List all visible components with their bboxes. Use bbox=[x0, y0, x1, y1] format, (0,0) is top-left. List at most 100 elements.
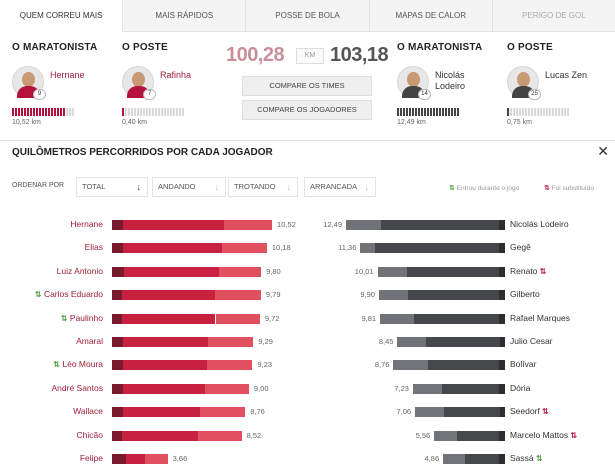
player-name-text: Nicolás Lodeiro bbox=[510, 219, 569, 229]
player-name-text: Dória bbox=[510, 382, 531, 393]
bar-segment bbox=[112, 243, 123, 254]
distance-value-left: 3,66 bbox=[172, 454, 188, 463]
player-name-left[interactable]: Luiz Antonio bbox=[57, 266, 103, 276]
distance-meter bbox=[397, 108, 461, 116]
bar-segment bbox=[123, 337, 209, 347]
sort-andando-button[interactable]: ANDANDO ↓ bbox=[152, 177, 226, 197]
meter-tick bbox=[125, 108, 127, 116]
bar-segment bbox=[112, 337, 124, 347]
team-left-total-km: 100,28 bbox=[226, 44, 285, 66]
player-name-left[interactable]: Felipe bbox=[80, 453, 103, 463]
meter-tick bbox=[522, 108, 524, 116]
tab-mapas-de-calor[interactable]: MAPAS DE CALOR bbox=[370, 0, 493, 31]
player-name-left[interactable]: ⇅ Paulinho bbox=[61, 313, 103, 323]
bar-segment bbox=[498, 220, 505, 230]
tab-perigo-de-gol[interactable]: PERIGO DE GOL bbox=[522, 11, 586, 20]
tab-mais-rapidos[interactable]: MAIS RÁPIDOS bbox=[123, 0, 247, 31]
compare-teams-button[interactable]: COMPARE OS TIMES bbox=[242, 76, 372, 96]
bar-segment bbox=[112, 360, 124, 371]
meter-tick bbox=[430, 108, 432, 116]
player-name-right[interactable]: Gilberto bbox=[510, 289, 540, 299]
bar-segment bbox=[112, 313, 123, 324]
bar-segment bbox=[456, 430, 500, 441]
player-name-right[interactable]: Julio Cesar bbox=[510, 336, 553, 346]
player-name-right[interactable]: Nicolás Lodeiro bbox=[510, 219, 569, 229]
close-icon[interactable]: ✕ bbox=[597, 143, 609, 159]
bar-segment bbox=[122, 313, 216, 324]
meter-tick bbox=[540, 108, 542, 116]
tab-quem-correu-mais[interactable]: QUEM CORREU MAIS bbox=[0, 0, 124, 33]
player-name-text: Elias bbox=[84, 242, 103, 253]
distance-value-left: 9,00 bbox=[253, 383, 269, 393]
table-row: Wallace 8,76 7,06 Seedorf ⇅ bbox=[0, 400, 615, 424]
player-name-left[interactable]: Chicão bbox=[77, 430, 103, 440]
compare-players-button[interactable]: COMPARE OS JOGADORES bbox=[242, 100, 372, 120]
player-name-text: Felipe bbox=[79, 453, 103, 463]
player-name[interactable]: Nicolás Lodeiro bbox=[435, 70, 465, 92]
meter-tick bbox=[12, 108, 14, 116]
tab-posse-de-bola[interactable]: POSSE DE BOLA bbox=[246, 0, 370, 31]
table-row: Hernane 10,52 12,49 Nicolás Lodeiro bbox=[0, 213, 615, 237]
legend-entered-label: Entrou durante o jogo bbox=[456, 185, 520, 192]
player-name-text: Julio Cesar bbox=[510, 336, 553, 346]
player-name-right[interactable]: Marcelo Mattos ⇅ bbox=[510, 430, 577, 440]
distance-value-right: 7,23 bbox=[394, 383, 409, 393]
bar-segment bbox=[112, 383, 123, 394]
bar-segment bbox=[123, 220, 224, 230]
player-name-left[interactable]: Elias bbox=[85, 242, 103, 252]
distance-value-right: 9,81 bbox=[361, 313, 377, 323]
player-name[interactable]: Lucas Zen bbox=[545, 70, 587, 81]
meter-tick bbox=[409, 108, 411, 116]
player-name-right[interactable]: Bolívar bbox=[510, 359, 536, 369]
distance-bar-left bbox=[112, 337, 254, 347]
distance-bar-right bbox=[415, 407, 505, 418]
bar-segment bbox=[360, 243, 375, 254]
shirt-number-badge: 7 bbox=[143, 89, 156, 100]
sort-total-button[interactable]: TOTAL ↓ bbox=[76, 177, 148, 197]
bar-segment bbox=[443, 407, 500, 418]
player-name[interactable]: Rafinha bbox=[160, 70, 191, 81]
distance-bar-left bbox=[112, 313, 260, 324]
player-name-right[interactable]: Rafael Marques bbox=[510, 313, 570, 323]
distance-value-left: 10,52 bbox=[277, 220, 296, 229]
meter-tick bbox=[561, 108, 563, 116]
sort-arrancada-button[interactable]: ARRANCADA ↓ bbox=[304, 177, 376, 197]
distance-bar-right bbox=[397, 337, 505, 347]
bar-segment bbox=[397, 337, 427, 347]
player-name-left[interactable]: Amaral bbox=[76, 336, 103, 346]
player-name-right[interactable]: Gegê bbox=[510, 242, 531, 252]
player-name-left[interactable]: ⇅ Léo Moura bbox=[53, 359, 103, 369]
player-name-left[interactable]: André Santos bbox=[51, 383, 103, 393]
player-name[interactable]: Hernane bbox=[50, 70, 85, 81]
arrow-down-icon: ↓ bbox=[136, 182, 142, 192]
meter-tick bbox=[418, 108, 420, 116]
meter-tick bbox=[403, 108, 405, 116]
meter-tick bbox=[424, 108, 426, 116]
player-name-left[interactable]: Hernane bbox=[70, 219, 103, 229]
distance-value-left: 9,29 bbox=[258, 337, 273, 346]
meter-tick bbox=[564, 108, 566, 116]
player-name-line: Lodeiro bbox=[435, 81, 466, 91]
player-name-left[interactable]: Wallace bbox=[73, 406, 103, 416]
bar-segment bbox=[426, 337, 500, 347]
player-name-right[interactable]: Sassá ⇅ bbox=[510, 453, 543, 463]
player-name-right[interactable]: Renato ⇅ bbox=[510, 266, 547, 276]
distance-value-left: 10,18 bbox=[271, 243, 291, 253]
player-name-text: Chicão bbox=[76, 429, 103, 440]
meter-tick bbox=[128, 108, 130, 116]
player-name-text: Marcelo Mattos bbox=[510, 429, 569, 440]
player-name-text: Gegê bbox=[510, 242, 531, 253]
bar-segment bbox=[498, 454, 505, 464]
meter-tick bbox=[400, 108, 402, 116]
distance-value-right: 11,36 bbox=[338, 243, 357, 253]
player-name-right[interactable]: Seedorf ⇅ bbox=[510, 406, 549, 416]
bar-segment bbox=[224, 220, 273, 230]
player-name-left[interactable]: ⇅ Carlos Eduardo bbox=[35, 289, 103, 299]
avatar: 7 bbox=[122, 66, 156, 100]
meter-tick bbox=[176, 108, 178, 116]
sort-trotando-button[interactable]: TROTANDO ↓ bbox=[228, 177, 298, 197]
meter-tick bbox=[72, 108, 74, 116]
player-name-right[interactable]: Dória bbox=[510, 383, 530, 393]
table-row: Elias 10,18 11,36 Gegê bbox=[0, 236, 615, 260]
bar-segment bbox=[221, 243, 267, 254]
